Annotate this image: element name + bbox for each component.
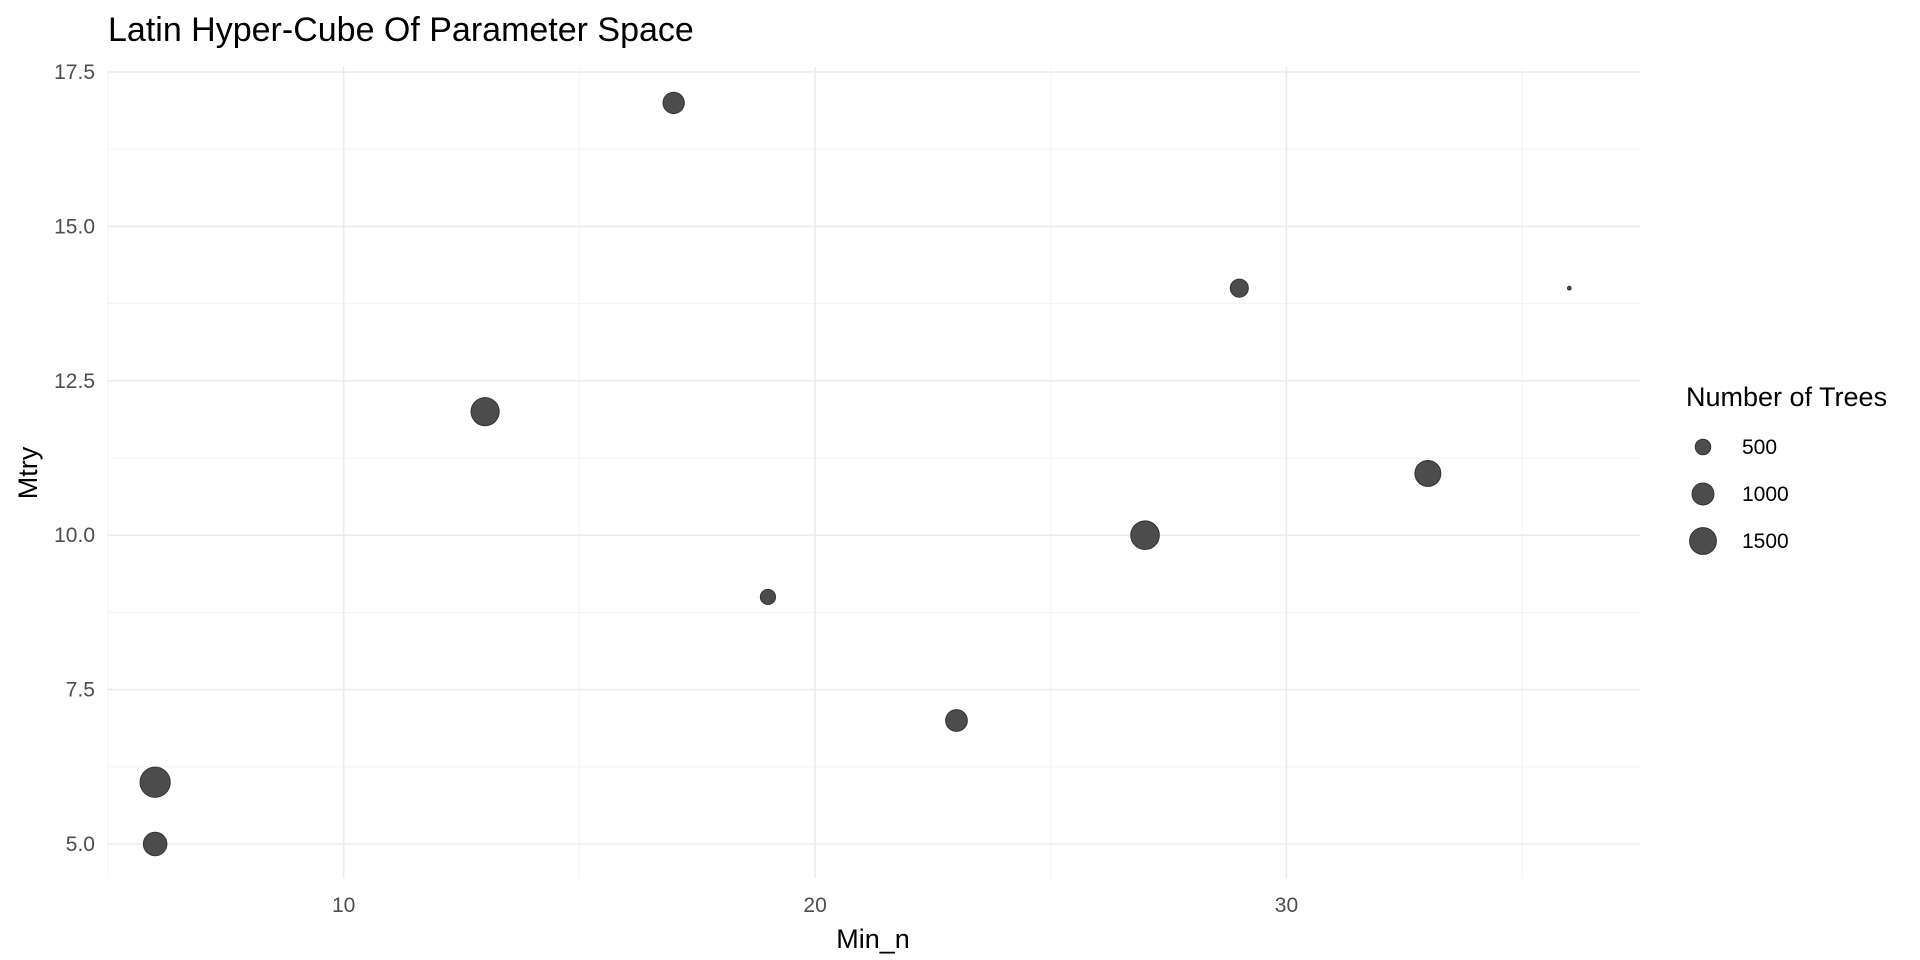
legend-key xyxy=(1689,527,1717,555)
legend-label: 1000 xyxy=(1742,483,1789,506)
data-point xyxy=(139,766,171,798)
y-axis-tick-labels: 5.0 7.5 10.0 12.5 15.0 17.5 xyxy=(54,61,95,856)
x-axis-title: Min_n xyxy=(836,924,910,954)
y-tick-label: 15.0 xyxy=(54,215,95,238)
y-tick-label: 10.0 xyxy=(54,524,95,547)
size-legend: Number of Trees 500 1000 1500 xyxy=(1686,382,1887,555)
data-points xyxy=(139,91,1572,857)
minor-gridlines xyxy=(107,67,1640,878)
data-point xyxy=(662,91,685,115)
data-point xyxy=(1130,520,1160,550)
data-point xyxy=(470,397,500,427)
legend-key xyxy=(1694,438,1712,456)
x-tick-label: 20 xyxy=(803,894,826,917)
data-point xyxy=(759,588,777,606)
data-point xyxy=(1414,459,1442,487)
y-tick-label: 12.5 xyxy=(54,370,95,393)
major-gridlines xyxy=(108,67,1640,878)
x-tick-label: 10 xyxy=(332,894,355,917)
y-tick-label: 7.5 xyxy=(66,679,95,702)
y-tick-label: 17.5 xyxy=(54,61,95,84)
legend-key xyxy=(1691,482,1715,506)
chart-title: Latin Hyper-Cube Of Parameter Space xyxy=(108,11,694,49)
data-point xyxy=(1566,285,1572,291)
x-axis-tick-labels: 10 20 30 xyxy=(332,894,1298,917)
legend-label: 1500 xyxy=(1742,530,1789,553)
legend-title: Number of Trees xyxy=(1686,382,1887,412)
legend-label: 500 xyxy=(1742,436,1777,459)
data-point xyxy=(142,831,168,857)
y-tick-label: 5.0 xyxy=(66,833,95,856)
y-axis-title: Mtry xyxy=(13,446,43,499)
data-point xyxy=(945,709,968,732)
x-tick-label: 30 xyxy=(1275,894,1298,917)
data-point xyxy=(1229,278,1249,298)
